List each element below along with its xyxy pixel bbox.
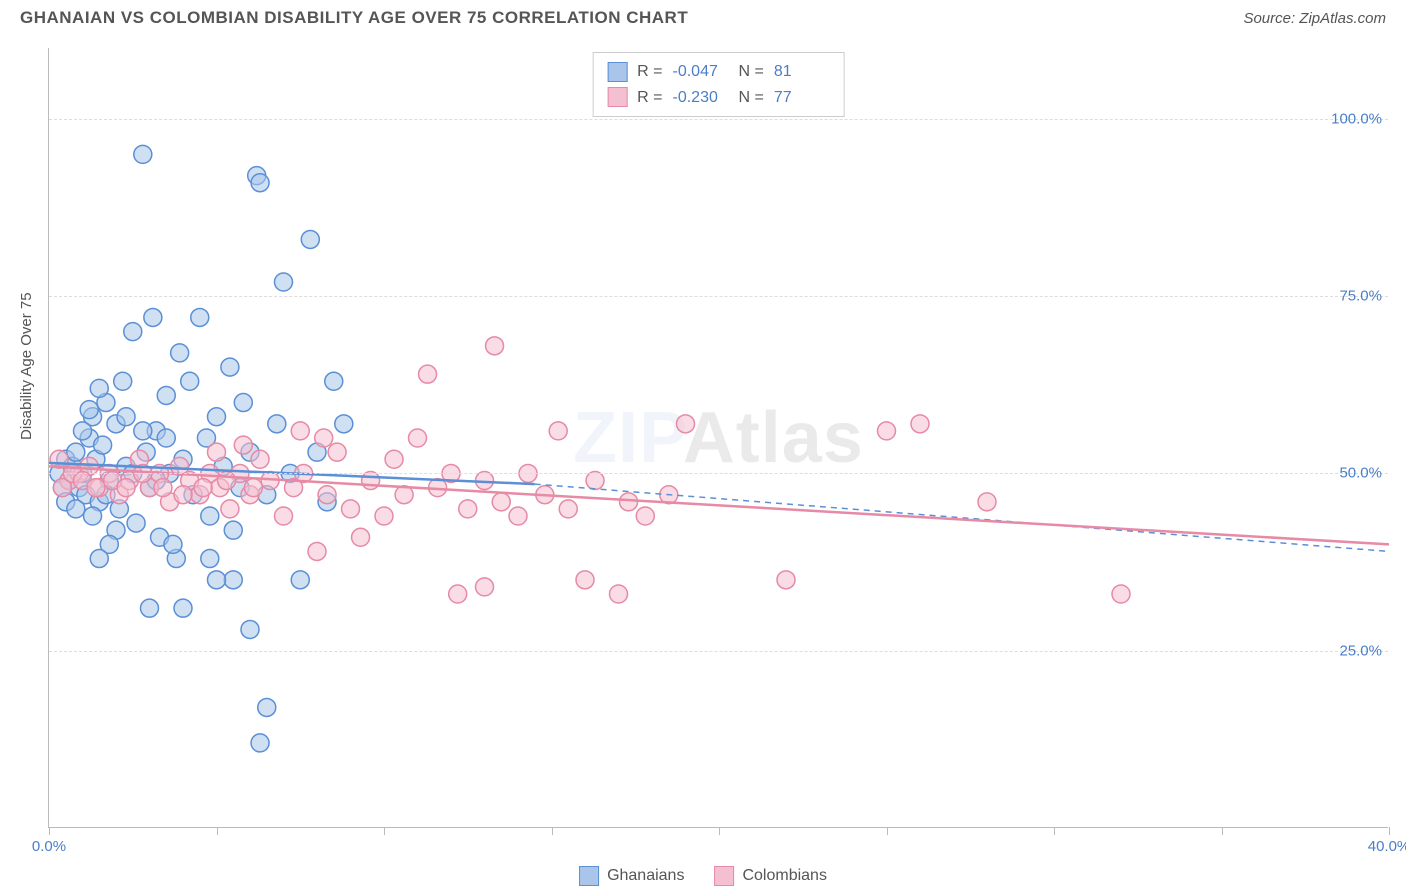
stat-n-label: N = — [739, 85, 764, 111]
x-tick-label: 0.0% — [32, 838, 66, 855]
swatch-ghanaians — [607, 62, 627, 82]
y-axis-title: Disability Age Over 75 — [18, 292, 35, 440]
stat-r-label: R = — [637, 59, 662, 85]
stat-r-label: R = — [637, 85, 662, 111]
chart-plot-area: ZIPAtlas R = -0.047 N = 81 R = -0.230 N … — [48, 48, 1388, 828]
y-tick-label: 25.0% — [1339, 642, 1382, 659]
legend-item-colombians: Colombians — [714, 866, 826, 886]
stat-r-value-colombians: -0.230 — [673, 85, 729, 111]
scatter-plot-svg — [49, 48, 1388, 827]
source-attribution: Source: ZipAtlas.com — [1243, 10, 1386, 27]
legend-swatch-colombians — [714, 866, 734, 886]
chart-title: GHANAIAN VS COLOMBIAN DISABILITY AGE OVE… — [20, 8, 688, 28]
legend-label-ghanaians: Ghanaians — [607, 867, 684, 885]
stat-r-value-ghanaians: -0.047 — [673, 59, 729, 85]
legend-swatch-ghanaians — [579, 866, 599, 886]
swatch-colombians — [607, 87, 627, 107]
stat-n-label: N = — [739, 59, 764, 85]
stat-n-value-ghanaians: 81 — [774, 59, 830, 85]
stats-legend-box: R = -0.047 N = 81 R = -0.230 N = 77 — [592, 52, 845, 117]
legend-label-colombians: Colombians — [742, 867, 826, 885]
y-tick-label: 50.0% — [1339, 465, 1382, 482]
legend-bottom: Ghanaians Colombians — [579, 866, 827, 886]
x-tick-label: 40.0% — [1368, 838, 1406, 855]
legend-item-ghanaians: Ghanaians — [579, 866, 684, 886]
stats-row-ghanaians: R = -0.047 N = 81 — [607, 59, 830, 85]
stats-row-colombians: R = -0.230 N = 77 — [607, 85, 830, 111]
y-tick-label: 100.0% — [1331, 110, 1382, 127]
stat-n-value-colombians: 77 — [774, 85, 830, 111]
y-tick-label: 75.0% — [1339, 288, 1382, 305]
